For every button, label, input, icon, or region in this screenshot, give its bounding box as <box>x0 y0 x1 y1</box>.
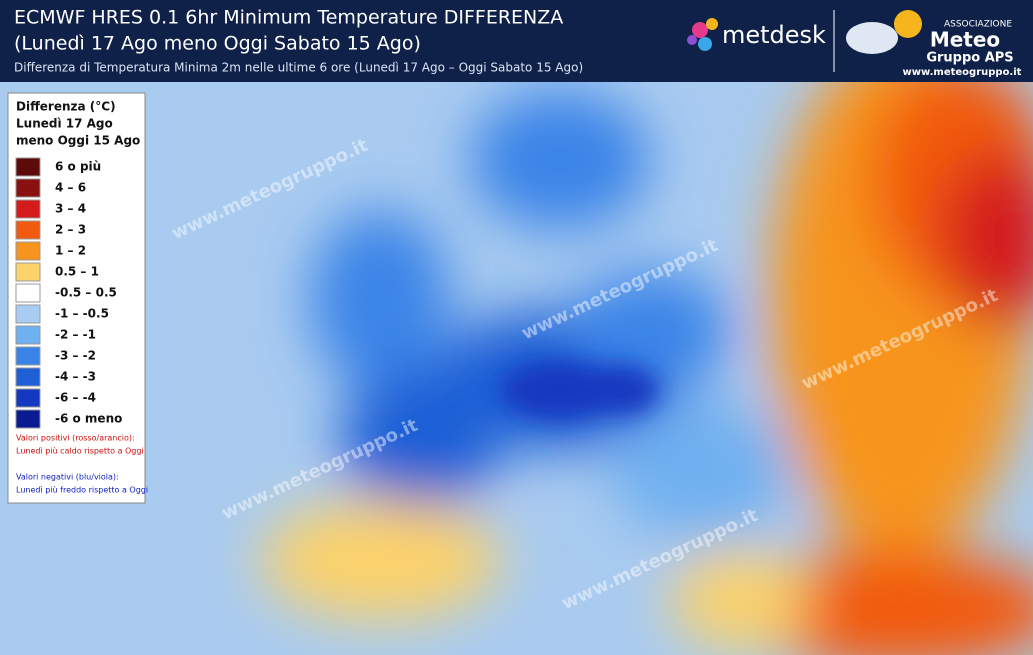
temperature-core <box>500 360 660 420</box>
legend-swatch <box>15 346 41 366</box>
legend-label: 2 – 3 <box>55 223 86 237</box>
note-positive: Valori positivi (rosso/arancio): <box>16 434 135 443</box>
metdesk-text: metdesk <box>722 21 826 49</box>
note-negative: Lunedì più freddo rispetto a Oggi <box>16 486 148 495</box>
legend-swatch <box>15 241 41 261</box>
legend-label: -6 o meno <box>55 412 122 426</box>
legend-title: Lunedì 17 Ago <box>16 117 113 131</box>
temperature-field <box>260 40 1033 655</box>
legend-label: 1 – 2 <box>55 244 86 258</box>
association: ASSOCIAZIONE <box>944 20 1012 30</box>
note-negative: Valori negativi (blu/viola): <box>16 473 119 482</box>
legend-label: -2 – -1 <box>55 328 96 342</box>
legend-swatch <box>15 325 41 345</box>
legend-swatch <box>15 157 41 177</box>
gruppo: Gruppo APS <box>926 51 1013 66</box>
legend-title: Differenza (°C) <box>16 100 116 114</box>
legend-label: -0.5 – 0.5 <box>55 286 117 300</box>
legend-swatch <box>15 304 41 324</box>
legend-title: meno Oggi 15 Ago <box>16 134 140 148</box>
meteo-logo: ASSOCIAZIONE Meteo Gruppo APS www.meteog… <box>846 10 1022 78</box>
legend-label: 6 o più <box>55 160 101 174</box>
title-line2: (Lunedì 17 Ago meno Oggi Sabato 15 Ago) <box>14 33 421 55</box>
legend-swatch <box>15 199 41 219</box>
legend-swatch <box>15 178 41 198</box>
title-line1: ECMWF HRES 0.1 6hr Minimum Temperature D… <box>14 7 563 29</box>
metdesk-logo: metdesk <box>687 18 826 51</box>
legend-swatch <box>15 283 41 303</box>
legend-swatch <box>15 367 41 387</box>
legend-swatch <box>15 262 41 282</box>
legend-label: -1 – -0.5 <box>55 307 109 321</box>
url: www.meteogruppo.it <box>903 67 1022 78</box>
legend-swatch <box>15 220 41 240</box>
legend-label: -3 – -2 <box>55 349 96 363</box>
legend: Differenza (°C) Lunedì 17 Ago meno Oggi 15… <box>15 100 148 495</box>
legend-label: -4 – -3 <box>55 370 96 384</box>
note-positive: Lunedì più caldo rispetto a Oggi <box>16 447 144 456</box>
legend-label: -6 – -4 <box>55 391 96 405</box>
legend-label: 4 – 6 <box>55 181 86 195</box>
meteo: Meteo <box>930 28 1000 52</box>
legend-label: 3 – 4 <box>55 202 86 216</box>
legend-swatch <box>15 388 41 408</box>
subtitle: Differenza di Temperatura Minima 2m nell… <box>14 61 583 75</box>
legend-swatch <box>15 409 41 429</box>
legend-label: 0.5 – 1 <box>55 265 99 279</box>
